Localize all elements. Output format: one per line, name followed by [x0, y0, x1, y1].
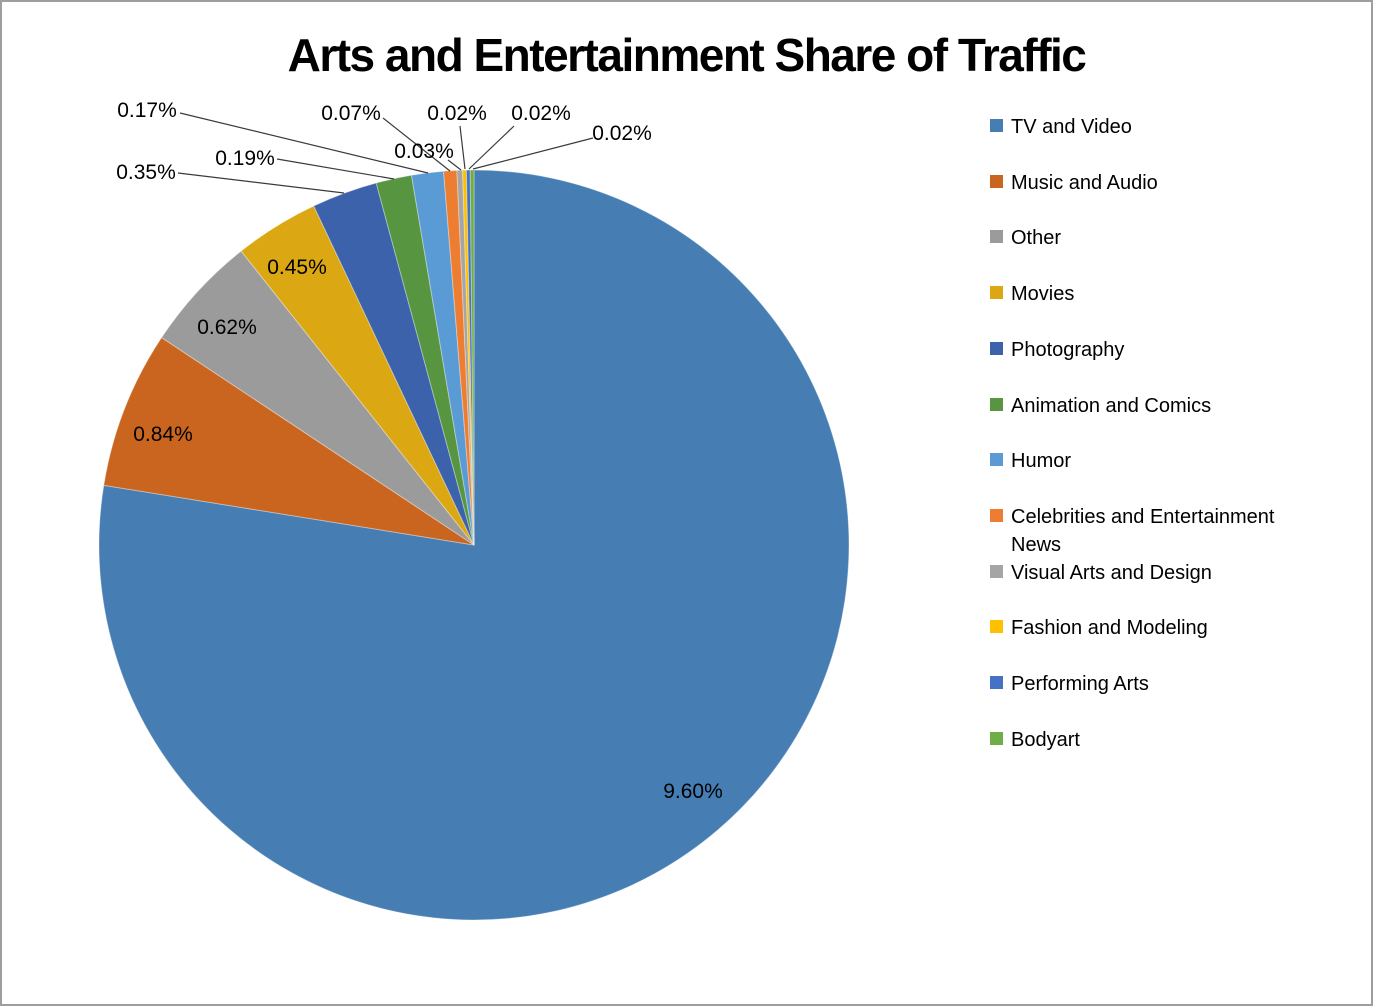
legend-item-animation-and-comics: Animation and Comics	[990, 392, 1311, 420]
legend-item-tv-and-video: TV and Video	[990, 113, 1311, 141]
pie-slice-movies	[240, 205, 475, 546]
legend-swatch-bodyart	[990, 732, 1003, 745]
legend-item-visual-arts-and-design: Visual Arts and Design	[990, 559, 1311, 587]
legend-swatch-music-and-audio	[990, 175, 1003, 188]
legend-label-fashion-and-modeling: Fashion and Modeling	[1011, 617, 1208, 639]
pie-slice-tv-and-video	[98, 169, 850, 921]
legend-swatch-visual-arts-and-design	[990, 565, 1003, 578]
legend-swatch-performing-arts	[990, 676, 1003, 689]
label-leader-line-performing-arts	[468, 125, 515, 170]
label-leader-line-photography	[177, 172, 345, 194]
legend-label-humor: Humor	[1011, 450, 1072, 472]
legend-item-movies: Movies	[990, 280, 1311, 308]
label-leader-line-visual-arts-and-design	[447, 159, 462, 171]
legend-swatch-other	[990, 230, 1003, 243]
label-leader-line-fashion-and-modeling	[459, 125, 466, 170]
legend-label-performing-arts: Performing Arts	[1011, 673, 1149, 695]
legend-item-performing-arts: Performing Arts	[990, 670, 1311, 698]
legend-swatch-humor	[990, 453, 1003, 466]
legend-label-animation-and-comics: Animation and Comics	[1011, 395, 1212, 417]
legend-swatch-movies	[990, 286, 1003, 299]
legend-item-humor: Humor	[990, 447, 1311, 475]
legend-item-music-and-audio: Music and Audio	[990, 169, 1311, 197]
legend-label-tv-and-video: TV and Video	[1011, 116, 1132, 138]
legend-label-celebrities-and-entertainment-news: Celebrities and Entertainment News	[1011, 506, 1275, 556]
legend-label-visual-arts-and-design: Visual Arts and Design	[1011, 562, 1212, 584]
legend-item-photography: Photography	[990, 336, 1311, 364]
legend-label-other: Other	[1011, 227, 1062, 249]
legend: TV and Video Music and Audio Other Movies Ph…	[990, 2, 1335, 1004]
label-leader-line-celebrities-and-entertainment-news	[382, 117, 451, 172]
pie-slice-fashion-and-modeling	[462, 169, 475, 546]
pie-slice-performing-arts	[465, 169, 475, 546]
pie-slice-celebrities-and-entertainment-news	[443, 169, 475, 546]
pie-slice-bodyart	[469, 169, 475, 546]
legend-item-bodyart: Bodyart	[990, 726, 1311, 754]
legend-label-music-and-audio: Music and Audio	[1011, 172, 1158, 194]
pie-slice-photography	[313, 182, 475, 546]
chart-title: Arts and Entertainment Share of Traffic	[287, 29, 1087, 81]
legend-label-bodyart: Bodyart	[1011, 729, 1080, 751]
pie-slice-other	[160, 250, 475, 546]
legend-label-photography: Photography	[1011, 339, 1125, 361]
legend-label-movies: Movies	[1011, 283, 1075, 305]
legend-item-fashion-and-modeling: Fashion and Modeling	[990, 614, 1311, 642]
legend-swatch-animation-and-comics	[990, 398, 1003, 411]
legend-item-celebrities-and-entertainment-news: Celebrities and Entertainment News	[990, 503, 1311, 559]
label-leader-line-humor	[179, 112, 429, 174]
pie-slice-visual-arts-and-design	[456, 169, 475, 546]
legend-swatch-photography	[990, 342, 1003, 355]
legend-swatch-celebrities-and-entertainment-news	[990, 509, 1003, 522]
legend-item-other: Other	[990, 224, 1311, 252]
label-leader-line-animation-and-comics	[276, 158, 395, 180]
legend-swatch-fashion-and-modeling	[990, 620, 1003, 633]
legend-swatch-tv-and-video	[990, 119, 1003, 132]
pie-slice-music-and-audio	[103, 336, 475, 546]
label-leader-line-bodyart	[472, 137, 594, 170]
